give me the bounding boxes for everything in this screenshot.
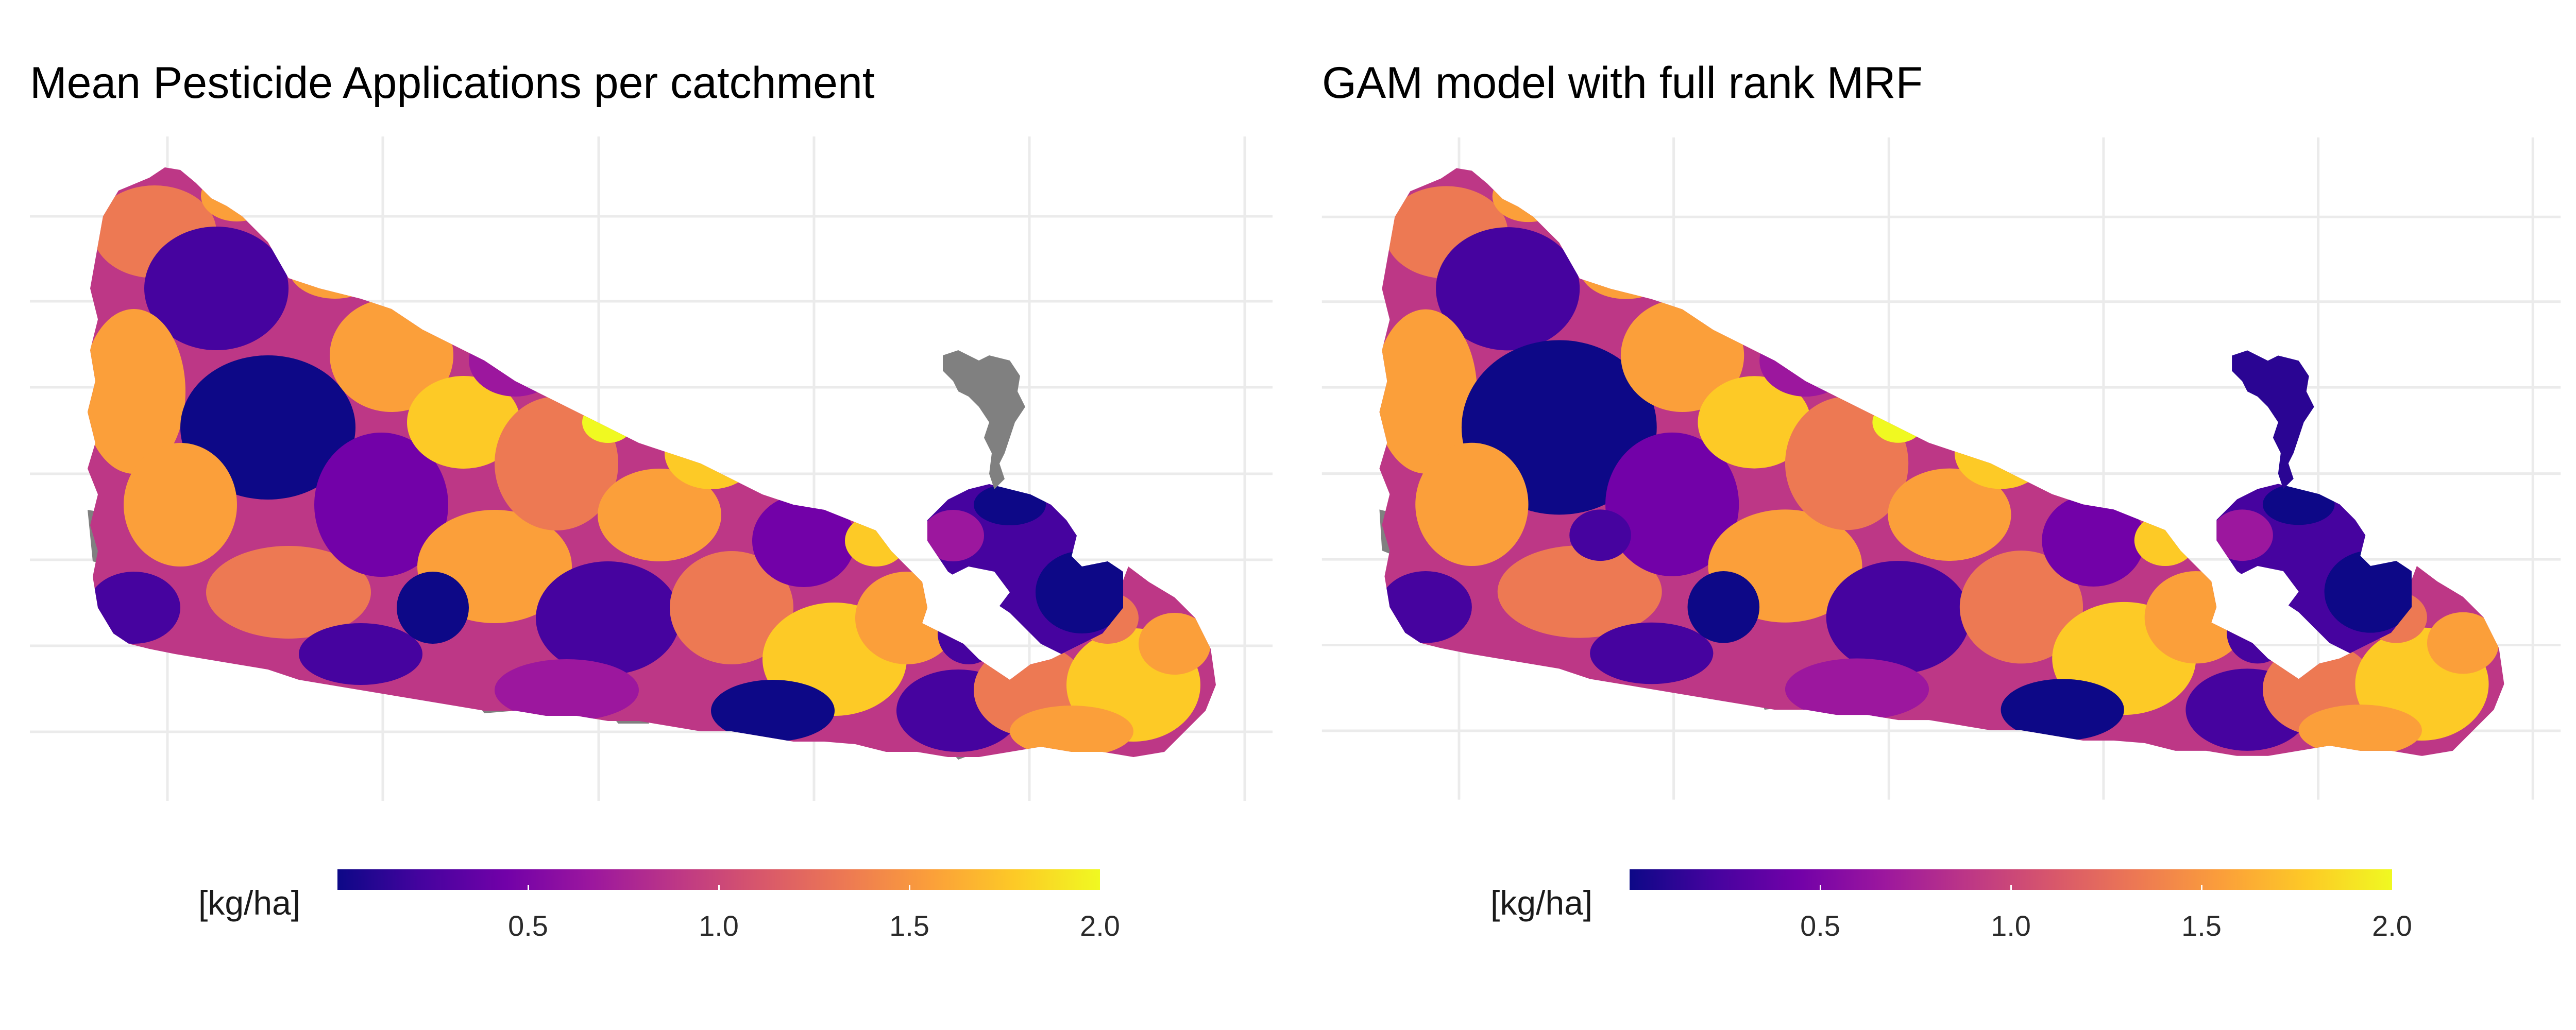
- tick-mark: [909, 885, 910, 890]
- tick-mark: [2201, 885, 2202, 890]
- tick-label: 1.5: [2181, 909, 2222, 942]
- legend-title: [kg/ha]: [198, 884, 301, 922]
- panel-title: Mean Pesticide Applications per catchmen…: [30, 58, 875, 108]
- detached-region: [943, 350, 1025, 489]
- tick-mark: [718, 885, 720, 890]
- tick-label: 0.5: [508, 909, 548, 942]
- lake: [948, 566, 1010, 618]
- legend-title: [kg/ha]: [1490, 884, 1593, 922]
- tick-label: 1.0: [699, 909, 739, 942]
- choropleth-map: [1321, 137, 2561, 800]
- panel-title: GAM model with full rank MRF: [1322, 58, 1923, 108]
- tick-label: 1.5: [889, 909, 929, 942]
- lake: [2237, 566, 2299, 617]
- tick-label: 1.0: [1991, 909, 2031, 942]
- detached-region: [2232, 350, 2314, 489]
- panel-observed: Mean Pesticide Applications per catchmen…: [30, 58, 1273, 942]
- main-catchment-region: [88, 167, 1216, 757]
- tick-mark: [1820, 885, 1821, 890]
- main-catchment-region: [1379, 168, 2504, 756]
- eastern-lobe: [2216, 484, 2412, 654]
- tick-label: 0.5: [1800, 909, 1840, 942]
- tick-mark: [528, 885, 529, 890]
- tick-label: 2.0: [1080, 909, 1120, 942]
- panel-model: GAM model with full rank MRF: [1292, 0, 2576, 1030]
- tick-label: 2.0: [2372, 909, 2412, 942]
- eastern-lobe: [927, 484, 1123, 654]
- tick-mark: [2010, 885, 2012, 890]
- choropleth-map: [30, 136, 1273, 801]
